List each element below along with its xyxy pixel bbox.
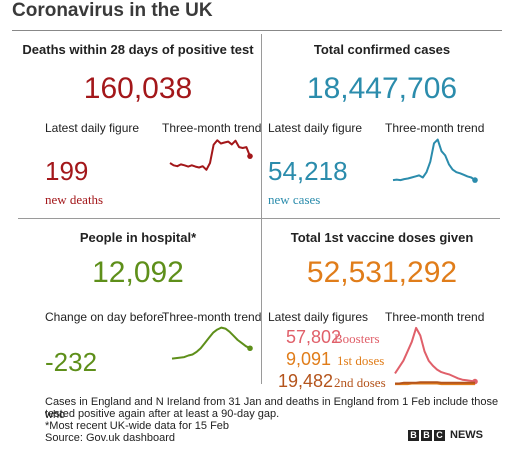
boosters-value: 57,802 [286, 327, 342, 347]
bbc-letter-b1: B [408, 429, 419, 441]
hospital-trend-label: Three-month trend [162, 310, 262, 324]
hospital-trend-line [171, 326, 251, 360]
vaccine-daily-label: Latest daily figures [268, 310, 369, 324]
hospital-trend-end-point [247, 345, 253, 352]
second-doses-label: 2nd doses [334, 375, 386, 390]
hospital-daily-value: -232 [45, 347, 98, 377]
deaths-trend-chart [169, 139, 253, 171]
deaths-trend-end-point [247, 153, 253, 159]
first_doses-trend-line [395, 382, 475, 386]
footnote-2: tested positive again after at least a 9… [45, 408, 280, 420]
deaths-daily-label: Latest daily figure [45, 121, 140, 135]
vertical-divider [261, 34, 262, 384]
deaths-trend-label: Three-month trend [162, 121, 262, 135]
cases-daily-value: 54,218 [268, 156, 348, 186]
cases-total: 18,447,706 [306, 72, 458, 105]
news-wordmark: NEWS [450, 429, 483, 441]
cases-trend-label: Three-month trend [385, 121, 485, 135]
cases-daily-caption: new cases [268, 192, 321, 207]
footnote-3: *Most recent UK-wide data for 15 Feb [45, 420, 230, 432]
cases-trend-chart [392, 138, 478, 183]
cases-trend-line [392, 138, 476, 182]
first-doses-label: 1st doses [337, 353, 385, 368]
second-doses-value: 19,482 [278, 371, 334, 391]
deaths-heading: Deaths within 28 days of positive test [22, 42, 254, 57]
first-doses-value: 9,091 [286, 349, 332, 369]
vaccine-heading: Total 1st vaccine doses given [290, 230, 474, 245]
boosters-label: Boosters [334, 331, 380, 346]
page-title: Coronavirus in the UK [12, 0, 213, 21]
horizontal-divider [18, 218, 500, 219]
hospital-heading: People in hospital* [79, 230, 197, 245]
cases-trend-end-point [472, 177, 478, 183]
deaths-total: 160,038 [83, 72, 193, 105]
deaths-daily-value: 199 [45, 156, 89, 186]
cases-daily-label: Latest daily figure [268, 121, 363, 135]
cases-heading: Total confirmed cases [313, 42, 451, 57]
deaths-daily-caption: new deaths [45, 192, 104, 207]
vaccine-trend-chart [394, 326, 478, 386]
footnote-1: Cases in England and N Ireland from 31 J… [45, 396, 499, 421]
footnote-source: Source: Gov.uk dashboard [45, 432, 176, 444]
vaccine-total: 52,531,292 [306, 256, 458, 289]
bbc-letter-b2: B [421, 429, 432, 441]
hospital-total: 12,092 [92, 256, 184, 289]
second_doses-trend-line [395, 381, 475, 385]
vaccine-trend-label: Three-month trend [385, 310, 485, 324]
title-divider [12, 30, 502, 31]
hospital-trend-chart [171, 326, 253, 360]
bbc-letter-c: C [434, 429, 445, 441]
bbc-news-logo: B B C NEWS [408, 429, 483, 441]
boosters-trend-line [394, 326, 476, 383]
hospital-daily-label: Change on day before [45, 310, 164, 324]
deaths-trend-line [169, 139, 251, 171]
